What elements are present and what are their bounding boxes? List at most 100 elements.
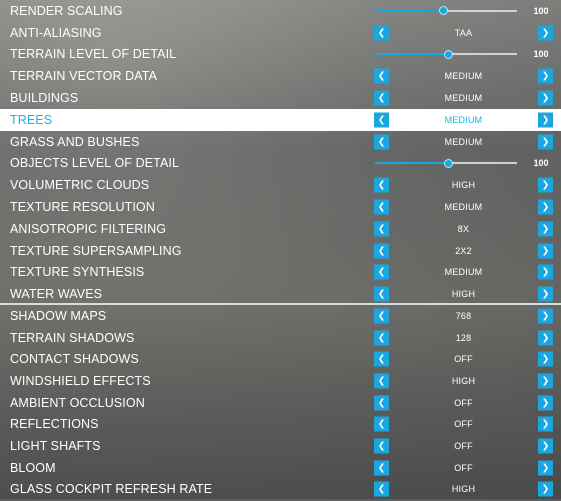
chevron-right-icon[interactable]: ❯ [538,286,553,302]
chevron-right-icon[interactable]: ❯ [538,395,553,411]
setting-label: BLOOM [10,460,56,475]
setting-label: TEXTURE SUPERSAMPLING [10,243,182,258]
setting-label: TREES [10,112,53,127]
chevron-right-icon[interactable]: ❯ [538,134,553,150]
chevron-left-icon[interactable]: ❮ [374,221,389,237]
setting-value: HIGH [451,289,476,300]
setting-value: 768 [455,310,472,321]
setting-row-terrain-level-of-detail[interactable]: TERRAIN LEVEL OF DETAIL 100 [0,44,561,66]
chevron-left-icon[interactable]: ❮ [374,264,389,280]
chevron-left-icon[interactable]: ❮ [374,90,389,106]
setting-label: SHADOW MAPS [10,308,107,323]
setting-row-terrain-shadows[interactable]: TERRAIN SHADOWS ❮ 128 ❯ [0,327,561,349]
chevron-left-icon[interactable]: ❮ [374,134,389,150]
setting-row-terrain-vector-data[interactable]: TERRAIN VECTOR DATA ❮ MEDIUM ❯ [0,65,561,87]
setting-row-water-waves[interactable]: WATER WAVES ❮ HIGH ❯ [0,283,561,305]
chevron-right-icon[interactable]: ❯ [538,25,553,41]
setting-label: TERRAIN SHADOWS [10,330,135,345]
setting-value: HIGH [451,484,476,495]
slider-track[interactable] [375,49,517,59]
setting-row-objects-level-of-detail[interactable]: OBJECTS LEVEL OF DETAIL 100 [0,153,561,175]
setting-row-anisotropic-filtering[interactable]: ANISOTROPIC FILTERING ❮ 8X ❯ [0,218,561,240]
setting-row-texture-synthesis[interactable]: TEXTURE SYNTHESIS ❮ MEDIUM ❯ [0,262,561,284]
setting-value: OFF [454,397,473,408]
slider-handle[interactable] [438,6,448,16]
chevron-right-icon[interactable]: ❯ [538,416,553,432]
setting-row-bloom[interactable]: BLOOM ❮ OFF ❯ [0,457,561,479]
chevron-right-icon[interactable]: ❯ [538,373,553,389]
slider-value: 100 [533,49,549,60]
chevron-right-icon[interactable]: ❯ [538,264,553,280]
setting-row-light-shafts[interactable]: LIGHT SHAFTS ❮ OFF ❯ [0,435,561,457]
slider-fill [375,9,444,12]
setting-value: 8X [457,223,470,234]
chevron-left-icon[interactable]: ❮ [374,25,389,41]
chevron-right-icon[interactable]: ❯ [538,460,553,476]
setting-row-texture-supersampling[interactable]: TEXTURE SUPERSAMPLING ❮ 2X2 ❯ [0,240,561,262]
chevron-right-icon[interactable]: ❯ [538,308,553,324]
chevron-left-icon[interactable]: ❮ [374,416,389,432]
setting-label: ANTI-ALIASING [10,25,102,40]
setting-label: TEXTURE RESOLUTION [10,200,155,215]
chevron-left-icon[interactable]: ❮ [374,373,389,389]
chevron-left-icon[interactable]: ❮ [374,243,389,259]
setting-row-render-scaling[interactable]: RENDER SCALING 100 [0,0,561,22]
setting-row-ambient-occlusion[interactable]: AMBIENT OCCLUSION ❮ OFF ❯ [0,392,561,414]
setting-row-glass-cockpit-refresh-rate[interactable]: GLASS COCKPIT REFRESH RATE ❮ HIGH ❯ [0,479,561,501]
chevron-left-icon[interactable]: ❮ [374,351,389,367]
chevron-left-icon[interactable]: ❮ [374,112,389,128]
setting-value: MEDIUM [444,202,483,213]
chevron-right-icon[interactable]: ❯ [538,90,553,106]
chevron-left-icon[interactable]: ❮ [374,68,389,84]
chevron-left-icon[interactable]: ❮ [374,395,389,411]
chevron-right-icon[interactable]: ❯ [538,199,553,215]
chevron-right-icon[interactable]: ❯ [538,351,553,367]
setting-label: RENDER SCALING [10,3,123,18]
setting-value: MEDIUM [444,71,483,82]
setting-row-trees[interactable]: TREES ❮ MEDIUM ❯ [0,108,561,131]
chevron-right-icon[interactable]: ❯ [538,177,553,193]
setting-label: AMBIENT OCCLUSION [10,395,145,410]
slider-value: 100 [533,158,549,169]
setting-row-shadow-maps[interactable]: SHADOW MAPS ❮ 768 ❯ [0,305,561,327]
settings-panel-upper: RENDER SCALING 100 ANTI-ALIASING ❮ TAA ❯ TERRA… [0,0,561,302]
setting-value: HIGH [451,375,476,386]
chevron-left-icon[interactable]: ❮ [374,438,389,454]
chevron-left-icon[interactable]: ❮ [374,330,389,346]
chevron-right-icon[interactable]: ❯ [538,221,553,237]
chevron-right-icon[interactable]: ❯ [538,112,553,128]
chevron-right-icon[interactable]: ❯ [538,330,553,346]
setting-value: MEDIUM [444,136,483,147]
chevron-right-icon[interactable]: ❯ [538,481,553,497]
chevron-left-icon[interactable]: ❮ [374,460,389,476]
setting-value: MEDIUM [444,114,483,125]
setting-value: 128 [455,332,472,343]
chevron-right-icon[interactable]: ❯ [538,68,553,84]
slider-track[interactable] [375,6,517,16]
setting-value: OFF [454,354,473,365]
slider-track[interactable] [375,158,517,168]
setting-row-grass-and-bushes[interactable]: GRASS AND BUSHES ❮ MEDIUM ❯ [0,131,561,153]
chevron-left-icon[interactable]: ❮ [374,177,389,193]
chevron-right-icon[interactable]: ❯ [538,243,553,259]
chevron-left-icon[interactable]: ❮ [374,286,389,302]
setting-label: WINDSHIELD EFFECTS [10,373,151,388]
setting-label: REFLECTIONS [10,417,99,432]
setting-row-anti-aliasing[interactable]: ANTI-ALIASING ❮ TAA ❯ [0,22,561,44]
chevron-left-icon[interactable]: ❮ [374,481,389,497]
chevron-left-icon[interactable]: ❮ [374,308,389,324]
setting-label: CONTACT SHADOWS [10,352,139,367]
setting-row-windshield-effects[interactable]: WINDSHIELD EFFECTS ❮ HIGH ❯ [0,370,561,392]
setting-row-volumetric-clouds[interactable]: VOLUMETRIC CLOUDS ❮ HIGH ❯ [0,174,561,196]
slider-handle[interactable] [444,49,454,59]
setting-row-texture-resolution[interactable]: TEXTURE RESOLUTION ❮ MEDIUM ❯ [0,196,561,218]
setting-row-contact-shadows[interactable]: CONTACT SHADOWS ❮ OFF ❯ [0,348,561,370]
setting-row-buildings[interactable]: BUILDINGS ❮ MEDIUM ❯ [0,87,561,109]
setting-label: GLASS COCKPIT REFRESH RATE [10,482,213,497]
chevron-right-icon[interactable]: ❯ [538,438,553,454]
chevron-left-icon[interactable]: ❮ [374,199,389,215]
setting-value: TAA [454,27,473,38]
setting-row-reflections[interactable]: REFLECTIONS ❮ OFF ❯ [0,413,561,435]
slider-handle[interactable] [444,158,454,168]
setting-label: GRASS AND BUSHES [10,134,140,149]
